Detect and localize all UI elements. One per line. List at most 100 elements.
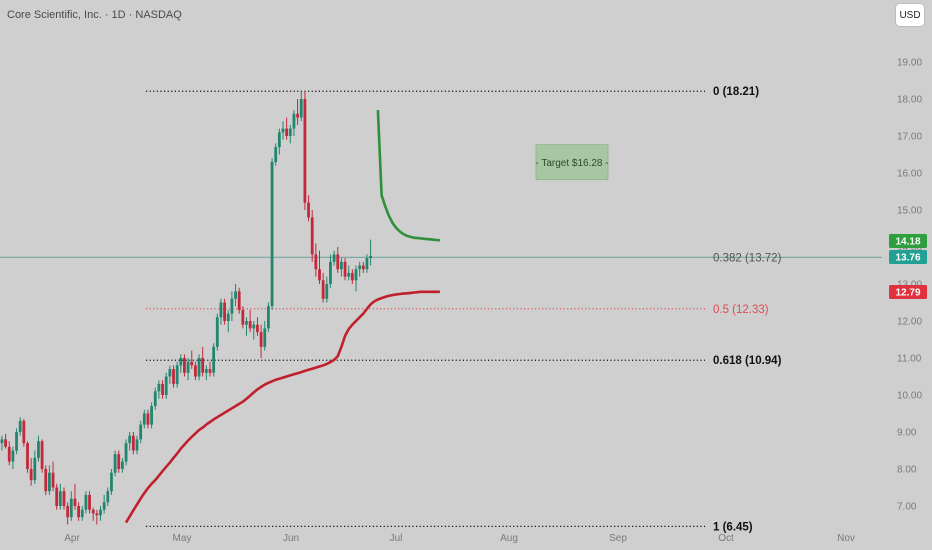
candle-body[interactable] <box>164 376 168 396</box>
candle-body[interactable] <box>292 113 296 129</box>
candle-body[interactable] <box>190 361 194 366</box>
candle-body[interactable] <box>168 369 172 377</box>
candle-body[interactable] <box>197 358 201 377</box>
candle-body[interactable] <box>252 324 256 329</box>
candle-body[interactable] <box>77 506 80 518</box>
candle-body[interactable] <box>175 365 179 384</box>
candle-body[interactable] <box>369 255 372 259</box>
candle-body[interactable] <box>51 472 55 488</box>
candle-body[interactable] <box>102 502 106 510</box>
candle-body[interactable] <box>146 413 150 425</box>
candle-body[interactable] <box>150 406 153 425</box>
candle-body[interactable] <box>131 435 135 451</box>
candle-body[interactable] <box>22 420 26 444</box>
candle-body[interactable] <box>194 365 197 377</box>
candle-body[interactable] <box>285 128 289 136</box>
candle-body[interactable] <box>153 391 157 407</box>
candle-body[interactable] <box>296 113 299 118</box>
candle-body[interactable] <box>186 361 190 373</box>
target-box[interactable] <box>535 144 609 181</box>
candle-body[interactable] <box>95 513 99 516</box>
candle-body[interactable] <box>179 358 183 366</box>
candle-body[interactable] <box>361 265 365 270</box>
candle-body[interactable] <box>281 128 285 133</box>
candle-body[interactable] <box>15 432 18 451</box>
candle-body[interactable] <box>230 298 234 314</box>
candle-body[interactable] <box>350 272 354 281</box>
candle-body[interactable] <box>307 202 310 218</box>
candle-body[interactable] <box>343 261 347 277</box>
candle-body[interactable] <box>11 450 15 462</box>
candle-body[interactable] <box>135 439 139 451</box>
candle-body[interactable] <box>277 132 281 148</box>
candle-body[interactable] <box>161 383 164 395</box>
candle-body[interactable] <box>33 457 37 481</box>
candle-body[interactable] <box>106 491 110 503</box>
candle-body[interactable] <box>7 446 11 462</box>
candle-body[interactable] <box>208 369 212 373</box>
candle-body[interactable] <box>139 424 143 440</box>
currency-button[interactable]: USD <box>896 4 924 26</box>
candle-body[interactable] <box>40 441 44 469</box>
price-axis[interactable] <box>882 0 932 550</box>
candle-body[interactable] <box>172 369 175 384</box>
candle-body[interactable] <box>340 261 343 270</box>
candle-body[interactable] <box>288 128 292 136</box>
candle-body[interactable] <box>263 328 267 347</box>
candle-body[interactable] <box>142 413 146 425</box>
candle-body[interactable] <box>303 99 307 203</box>
candle-body[interactable] <box>4 439 7 447</box>
candle-body[interactable] <box>18 420 22 432</box>
candle-body[interactable] <box>354 269 358 281</box>
candle-body[interactable] <box>248 321 252 329</box>
candle-body[interactable] <box>110 472 113 492</box>
candle-body[interactable] <box>48 472 51 492</box>
candle-body[interactable] <box>55 487 59 507</box>
candle-body[interactable] <box>62 491 66 506</box>
candle-body[interactable] <box>321 280 325 299</box>
candle-body[interactable] <box>270 161 274 307</box>
candle-body[interactable] <box>84 494 88 510</box>
candle-body[interactable] <box>226 313 230 321</box>
candle-body[interactable] <box>347 272 351 277</box>
plot-area[interactable] <box>0 0 882 550</box>
candle-body[interactable] <box>332 254 336 262</box>
candle-body[interactable] <box>299 99 303 118</box>
candle-body[interactable] <box>256 324 259 333</box>
candle-body[interactable] <box>113 454 117 473</box>
candle-body[interactable] <box>215 317 219 347</box>
candle-body[interactable] <box>310 217 314 255</box>
candle-body[interactable] <box>318 269 321 281</box>
candle-body[interactable] <box>80 509 84 518</box>
candle-body[interactable] <box>259 332 263 347</box>
candle-body[interactable] <box>91 509 95 514</box>
candle-body[interactable] <box>99 509 102 516</box>
candle-body[interactable] <box>44 469 48 492</box>
candle-body[interactable] <box>117 454 121 469</box>
candle-body[interactable] <box>204 369 208 373</box>
candle-body[interactable] <box>58 491 62 506</box>
candle-body[interactable] <box>66 506 70 518</box>
candle-body[interactable] <box>157 383 161 392</box>
candle-body[interactable] <box>223 302 226 322</box>
candle-body[interactable] <box>336 254 340 270</box>
candle-body[interactable] <box>121 461 124 469</box>
candle-body[interactable] <box>183 358 186 373</box>
candle-body[interactable] <box>234 291 237 299</box>
candle-body[interactable] <box>128 435 132 444</box>
candle-body[interactable] <box>124 443 128 462</box>
candle-body[interactable] <box>365 258 369 270</box>
candle-body[interactable] <box>245 321 248 325</box>
candle-body[interactable] <box>37 441 40 458</box>
candle-body[interactable] <box>358 265 362 270</box>
candle-body[interactable] <box>0 439 4 444</box>
candle-body[interactable] <box>237 291 241 310</box>
candle-body[interactable] <box>274 147 278 162</box>
candle-body[interactable] <box>201 358 205 373</box>
candle-body[interactable] <box>212 346 216 373</box>
candle-body[interactable] <box>88 494 91 510</box>
candle-body[interactable] <box>26 443 29 469</box>
candle-body[interactable] <box>329 261 332 284</box>
candle-body[interactable] <box>241 309 245 325</box>
